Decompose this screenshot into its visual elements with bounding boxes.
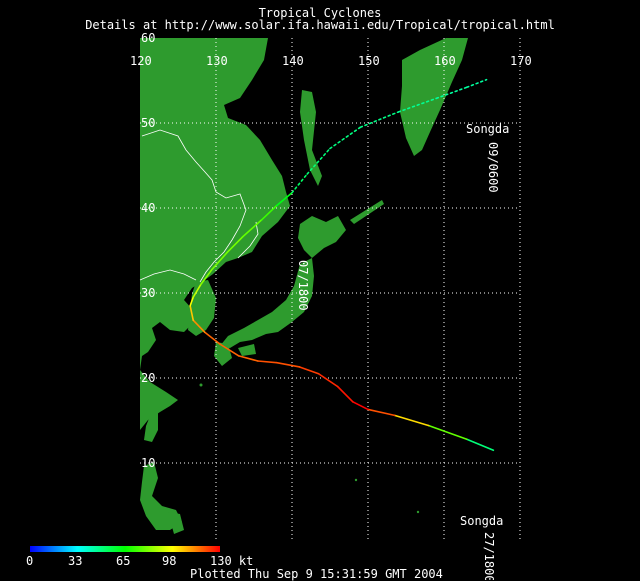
- track-segment: [397, 97, 438, 113]
- longitude-tick-label: 160: [434, 54, 456, 68]
- track-segment: [306, 147, 331, 175]
- latitude-tick-labels: 60 50 40 30 20 10: [141, 31, 155, 470]
- legend-tick-33: 33: [68, 554, 82, 568]
- longitude-tick-label: 120: [130, 54, 152, 68]
- track-segment: [465, 438, 495, 452]
- track-segment: [200, 268, 213, 286]
- track-segment: [427, 424, 468, 441]
- track-segment: [275, 361, 301, 368]
- map-subtitle: Details at http://www.solar.ifa.hawaii.e…: [85, 18, 555, 32]
- plotted-timestamp: Plotted Thu Sep 9 15:31:59 GMT 2004: [190, 567, 443, 581]
- longitude-tick-label: 130: [206, 54, 228, 68]
- track-segment: [226, 236, 244, 253]
- longitude-tick-label: 170: [510, 54, 532, 68]
- latitude-tick-label: 40: [141, 201, 155, 215]
- lat-lon-grid: [140, 38, 521, 540]
- date-label-end: 09/0600: [486, 142, 500, 193]
- track-segment: [291, 173, 309, 194]
- track-segment: [435, 86, 468, 100]
- cyclone-track: [189, 78, 495, 452]
- track-segment: [317, 372, 339, 388]
- track-segment: [336, 385, 354, 403]
- legend-tick-labels: 0 33 65 98 130 kt: [26, 554, 253, 568]
- track-segment: [465, 78, 488, 89]
- track-segment: [367, 408, 396, 417]
- track-segment: [211, 251, 229, 271]
- track-segment: [260, 204, 278, 221]
- intensity-color-bar: [30, 546, 220, 552]
- storm-name-end: Songda: [466, 122, 509, 136]
- track-segment: [192, 319, 206, 333]
- track-segment: [298, 366, 320, 375]
- latitude-tick-label: 30: [141, 286, 155, 300]
- latitude-tick-label: 10: [141, 456, 155, 470]
- legend-tick-0: 0: [26, 554, 33, 568]
- longitude-tick-label: 150: [358, 54, 380, 68]
- longitude-tick-labels: 120 130 140 150 160 170: [130, 54, 532, 68]
- date-label-start: 27/1800: [482, 532, 496, 580]
- track-segment: [192, 283, 202, 299]
- date-label-middle: 07/1800: [296, 260, 310, 311]
- legend-tick-130: 130 kt: [210, 554, 253, 568]
- track-segment: [275, 191, 293, 207]
- latitude-tick-label: 20: [141, 371, 155, 385]
- track-segment: [219, 343, 240, 357]
- track-segment: [359, 111, 400, 129]
- track-segment: [189, 296, 194, 307]
- track-segment: [351, 400, 369, 411]
- longitude-tick-label: 140: [282, 54, 304, 68]
- political-borders: [139, 129, 259, 283]
- latitude-tick-label: 50: [141, 116, 155, 130]
- legend-tick-65: 65: [116, 554, 130, 568]
- track-segment: [189, 304, 194, 322]
- track-segment: [329, 126, 362, 150]
- track-segment: [393, 414, 430, 427]
- legend-tick-98: 98: [162, 554, 176, 568]
- storm-name-start: Songda: [460, 514, 503, 528]
- map-title: Tropical Cyclones: [258, 6, 382, 20]
- track-segment: [256, 360, 278, 364]
- track-segment: [238, 355, 259, 362]
- track-segment: [241, 219, 263, 238]
- latitude-tick-label: 60: [141, 31, 155, 45]
- track-segment: [203, 331, 221, 345]
